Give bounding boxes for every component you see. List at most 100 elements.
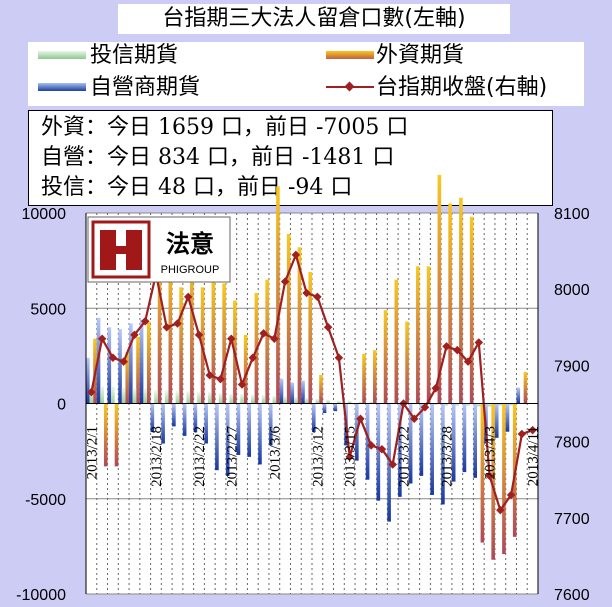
axes: -10000 -5000 0 5000 10000 7600 7700 7800 7900 800…	[16, 206, 590, 604]
bar-foreign	[416, 266, 420, 404]
legend-swatch-dealer	[38, 83, 86, 91]
bar-trust	[111, 386, 115, 404]
bar-trust	[477, 403, 481, 407]
bar-trust	[304, 397, 309, 404]
bar-dealer	[225, 403, 230, 476]
bar-foreign	[405, 321, 409, 404]
bar-foreign	[362, 353, 366, 404]
legend-label-foreign: 外資期貨	[376, 43, 465, 68]
close-point	[227, 334, 236, 343]
bar-foreign	[114, 403, 119, 467]
bar-foreign	[222, 283, 226, 404]
bar-trust	[444, 403, 449, 406]
legend-label-dealer: 自營商期貨	[90, 75, 201, 100]
close-point	[420, 403, 430, 412]
bar-foreign	[469, 216, 474, 404]
bar-foreign	[103, 403, 108, 467]
close-point	[485, 471, 494, 481]
close-point	[313, 292, 322, 302]
bar-foreign	[146, 321, 151, 404]
bar-dealer	[462, 403, 467, 473]
x-tick-label: 2013/3/12	[310, 426, 326, 487]
right-tick-label: 7600	[554, 587, 590, 604]
bar-dealer	[193, 403, 198, 433]
close-point	[108, 353, 118, 363]
bar-foreign	[319, 374, 323, 404]
bar-trust	[294, 396, 298, 404]
close-point	[248, 353, 258, 363]
x-tick-label: 2013/4/11	[526, 426, 542, 486]
right-tick-label: 7900	[554, 358, 590, 375]
close-point	[280, 277, 290, 286]
bar-foreign	[168, 256, 173, 404]
summary-box: 外資：今日 1659 口，前日 -7005 口 自營：今日 834 口，前日 -…	[28, 110, 553, 206]
right-tick-label: 8000	[554, 282, 590, 299]
bar-trust	[272, 395, 277, 404]
bar-foreign	[523, 371, 528, 404]
bar-dealer	[473, 403, 478, 478]
bar-dealer	[451, 403, 456, 482]
close-point	[334, 353, 344, 363]
bar-trust	[369, 401, 373, 404]
close-point	[173, 319, 182, 328]
bar-foreign	[286, 233, 291, 404]
close-point	[237, 380, 247, 389]
close-point	[97, 334, 107, 343]
bar-dealer	[398, 403, 402, 497]
bar-foreign	[308, 272, 313, 404]
close-point	[119, 357, 128, 366]
close-point	[496, 505, 505, 515]
bar-dealer	[118, 329, 122, 404]
bar-trust	[487, 403, 492, 407]
right-tick-label: 7800	[554, 435, 590, 452]
bar-foreign	[459, 197, 463, 404]
x-tick-label: 2013/4/3	[483, 426, 499, 479]
bar-trust	[100, 386, 104, 404]
close-point	[323, 323, 333, 332]
bar-dealer	[150, 403, 155, 433]
close-point	[162, 323, 171, 332]
x-tick-label: 2013/2/22	[192, 426, 208, 487]
close-point	[345, 452, 354, 462]
bar-trust	[261, 394, 266, 404]
bar-dealer	[107, 327, 112, 404]
close-point	[431, 384, 441, 393]
bar-dealer	[430, 403, 434, 495]
bar-dealer	[290, 382, 295, 404]
bar-dealer	[204, 403, 208, 444]
bar-dealer	[85, 357, 90, 404]
x-tick-label: 2013/3/22	[396, 426, 412, 487]
close-point	[463, 357, 473, 366]
bar-dealer	[247, 403, 252, 457]
close-point	[474, 338, 484, 347]
close-point	[506, 490, 516, 500]
bar-foreign	[125, 352, 130, 404]
right-tick-label: 7700	[554, 511, 590, 528]
bar-trust	[455, 403, 460, 406]
legend-label-trust: 投信期貨	[90, 43, 179, 68]
close-point	[528, 425, 537, 435]
close-point	[87, 387, 96, 397]
close-point	[216, 374, 225, 384]
bar-trust	[218, 393, 223, 404]
close-point	[183, 292, 193, 302]
bar-trust	[283, 395, 287, 404]
right-tick-label: 8100	[554, 206, 590, 223]
bar-trust	[240, 393, 244, 404]
bar-trust	[154, 390, 158, 404]
close-point	[259, 329, 268, 338]
bar-foreign	[297, 247, 302, 404]
bar-dealer	[279, 378, 284, 404]
left-tick-label: 0	[57, 397, 66, 414]
bar-dealer	[139, 319, 144, 404]
close-point	[291, 250, 301, 260]
close-point	[453, 345, 462, 355]
x-tick-label: 2013/3/15	[343, 426, 359, 487]
bar-trust	[466, 403, 470, 406]
bar-foreign	[179, 287, 183, 404]
x-tick-label: 2013/3/28	[440, 426, 456, 487]
close-point	[302, 288, 311, 298]
bar-dealer	[182, 403, 187, 436]
bar-dealer	[333, 403, 338, 412]
bar-foreign	[448, 203, 452, 404]
